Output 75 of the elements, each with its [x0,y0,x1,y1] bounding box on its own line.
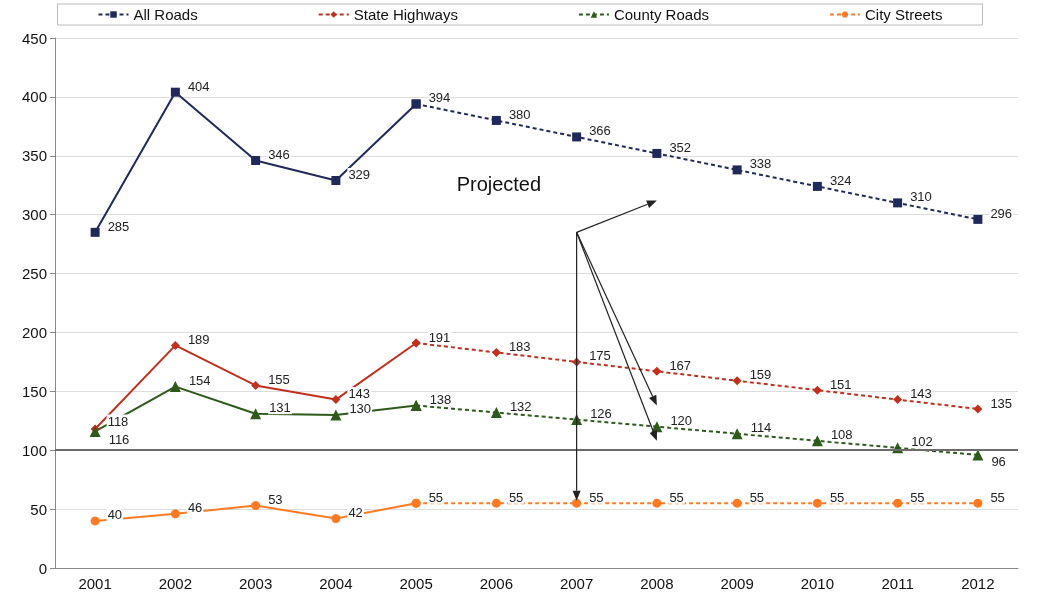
data-label: 55 [749,489,765,505]
data-label: 143 [910,386,932,402]
data-label: 155 [268,371,290,387]
data-label: 135 [990,395,1013,411]
x-tick-label: 2008 [640,575,674,592]
x-tick-label: 2011 [881,575,914,592]
data-label: 138 [429,391,452,407]
data-label: 143 [348,386,371,402]
data-label: 116 [108,431,130,447]
data-label: 118 [107,413,129,429]
x-tick-label: 2005 [399,575,433,592]
data-label: 114 [750,420,772,436]
data-label: 40 [107,507,123,523]
x-tick-label: 2001 [78,575,112,592]
data-label: 120 [670,413,693,429]
x-tick-label: 2004 [319,575,353,592]
data-label: 96 [991,454,1006,470]
x-tick-label: 2006 [479,575,514,592]
data-label: 126 [590,406,612,422]
y-tick-label: 450 [21,29,47,47]
x-tick-label: 2003 [238,575,273,592]
x-tick-label: 2007 [559,575,594,592]
y-tick-label: 0 [38,559,47,577]
data-label: 151 [829,376,852,392]
legend-label: All Roads [133,6,198,23]
data-label: 53 [268,492,283,508]
data-label: 404 [187,78,210,94]
y-tick-label: 400 [21,88,47,106]
data-label: 108 [830,427,853,443]
y-tick-label: 300 [21,206,47,224]
data-label: 324 [829,172,852,188]
data-label: 159 [749,367,772,383]
data-label: 55 [508,489,524,505]
data-label: 183 [508,338,531,354]
data-label: 130 [349,401,372,417]
y-tick-label: 250 [21,265,47,283]
data-label: 189 [187,331,210,347]
data-label: 346 [268,146,290,162]
y-tick-label: 200 [21,323,47,341]
y-tick-label: 50 [30,500,47,518]
data-label: 167 [669,357,692,373]
legend-label: County Roads [613,6,709,23]
data-label: 132 [509,399,532,415]
data-label: 55 [829,489,845,505]
data-label: 366 [589,123,611,139]
data-label: 154 [188,373,211,389]
data-label: 55 [910,489,925,505]
data-label: 46 [187,500,203,516]
y-tick-label: 100 [21,441,47,459]
annotation: Projected [456,173,542,196]
data-label: 380 [508,106,531,122]
x-tick-label: 2012 [961,575,995,592]
data-label: 42 [348,505,363,521]
data-label: 285 [107,218,130,234]
data-label: 296 [990,205,1013,221]
legend-label: State Highways [353,6,458,23]
data-label: 55 [428,489,444,505]
data-label: 175 [589,348,611,364]
legend-label: City Streets [864,6,943,23]
data-label: 102 [911,434,933,450]
data-label: 352 [669,139,692,155]
data-label: 131 [269,400,291,416]
data-label: 55 [589,489,604,505]
x-tick-label: 2002 [158,575,193,592]
y-tick-label: 350 [21,147,47,165]
data-label: 338 [749,156,772,172]
data-label: 394 [428,90,451,106]
x-tick-label: 2010 [800,575,835,592]
y-tick-label: 150 [21,382,47,400]
x-tick-label: 2009 [720,575,754,592]
data-label: 310 [910,189,932,205]
data-label: 191 [428,329,451,345]
data-label: 55 [990,489,1005,505]
data-label: 329 [348,167,371,183]
data-label: 55 [669,489,684,505]
